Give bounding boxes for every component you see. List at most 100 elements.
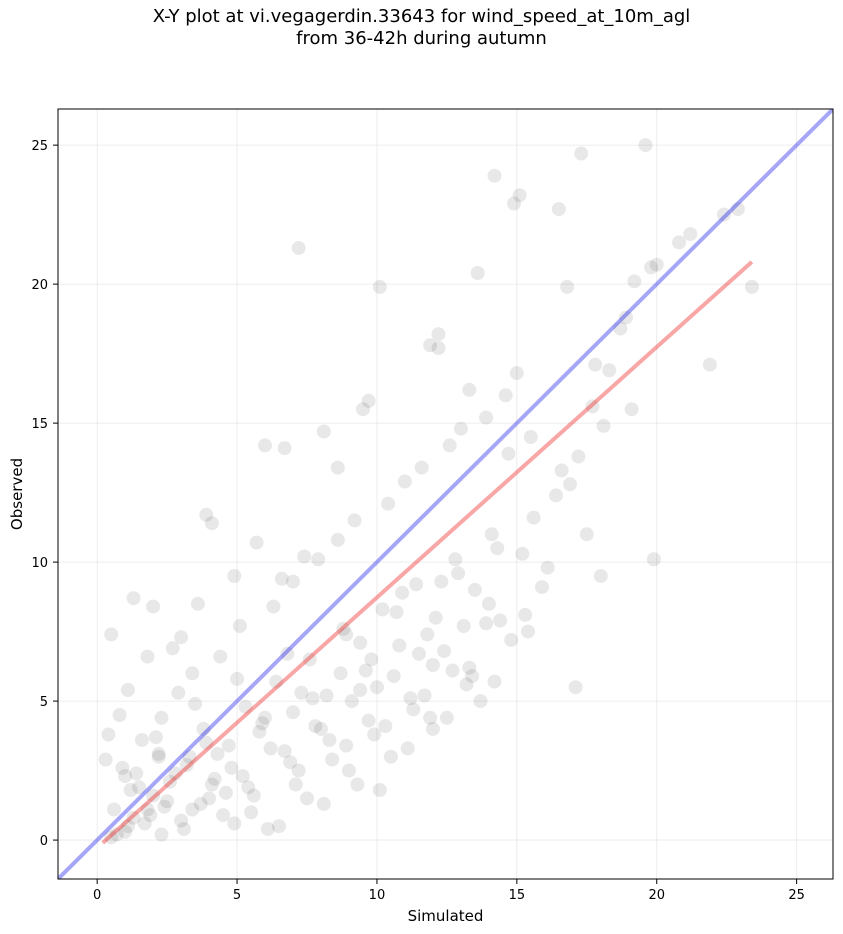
scatter-point <box>462 382 477 397</box>
scatter-point <box>126 591 141 606</box>
scatter-point <box>515 546 530 561</box>
scatter-point <box>288 777 303 792</box>
scatter-points <box>98 138 759 845</box>
scatter-point <box>423 710 438 725</box>
scatter-point <box>291 763 306 778</box>
scatter-point <box>336 621 351 636</box>
scatter-point <box>683 227 698 242</box>
scatter-point <box>246 788 261 803</box>
scatter-point <box>330 532 345 547</box>
fit-line <box>101 260 754 845</box>
scatter-point <box>501 446 516 461</box>
scatter-point <box>744 279 759 294</box>
scatter-point <box>244 805 259 820</box>
scatter-point <box>109 827 124 842</box>
x-tick-label: 0 <box>93 888 101 903</box>
scatter-point <box>193 796 208 811</box>
scatter-point <box>210 746 225 761</box>
scatter-point <box>294 685 309 700</box>
scatter-point <box>624 402 639 417</box>
scatter-point <box>465 669 480 684</box>
scatter-point <box>448 552 463 567</box>
scatter-point <box>487 168 502 183</box>
scatter-point <box>151 749 166 764</box>
scatter-point <box>204 516 219 531</box>
scatter-point <box>154 827 169 842</box>
scatter-point <box>132 780 147 795</box>
scatter-point <box>672 235 687 250</box>
scatter-point <box>157 799 172 814</box>
chart-title-line-2: from 36-42h during autumn <box>296 28 547 49</box>
scatter-point <box>129 766 144 781</box>
scatter-point <box>549 488 563 503</box>
scatter-point <box>235 769 250 784</box>
scatter-point <box>260 822 275 836</box>
scatter-point <box>554 463 569 478</box>
scatter-point <box>107 802 121 817</box>
scatter-point <box>101 727 116 742</box>
scatter-point <box>305 691 320 706</box>
scatter-point <box>361 713 376 728</box>
grid <box>58 109 833 879</box>
scatter-point <box>571 449 586 464</box>
y-tick-label: 15 <box>31 417 48 432</box>
identity-line <box>58 109 833 879</box>
scatter-point <box>280 646 295 661</box>
scatter-point <box>702 357 717 372</box>
scatter-point <box>490 541 505 556</box>
scatter-point <box>375 602 390 617</box>
scatter-point <box>126 810 141 825</box>
scatter-point <box>255 716 270 731</box>
scatter-point <box>316 424 331 439</box>
scatter-point <box>487 674 502 689</box>
scatter-point <box>134 733 149 747</box>
scatter-point <box>420 627 435 642</box>
y-tick-label: 10 <box>31 556 48 571</box>
scatter-point <box>395 585 410 600</box>
scatter-point <box>118 824 133 839</box>
scatter-point <box>316 796 331 811</box>
scatter-point <box>98 752 113 767</box>
scatter-point <box>523 430 538 444</box>
scatter-point <box>389 605 404 620</box>
scatter-point <box>473 694 488 709</box>
scatter-point <box>272 819 286 834</box>
scatter-point <box>232 619 247 633</box>
scatter-point <box>521 624 535 639</box>
scatter-point <box>353 635 368 650</box>
scatter-point <box>367 727 382 742</box>
scatter-point <box>644 260 659 275</box>
axis-ticks: 0 5 10 15 20 25 0 5 10 15 20 25 <box>31 139 804 903</box>
scatter-point <box>190 596 205 611</box>
scatter-point <box>431 327 446 342</box>
scatter-point <box>314 721 328 736</box>
scatter-point <box>325 752 340 767</box>
scatter-point <box>431 341 446 356</box>
y-tick-label: 0 <box>40 834 48 849</box>
scatter-point <box>437 644 452 659</box>
scatter-point <box>409 577 424 592</box>
scatter-point <box>297 549 312 564</box>
scatter-point <box>249 535 264 550</box>
scatter-point <box>182 749 197 764</box>
scatter-point <box>507 196 521 211</box>
scatter-point <box>218 785 233 800</box>
scatter-point <box>540 560 555 575</box>
scatter-point <box>168 766 183 781</box>
scatter-point <box>213 649 228 664</box>
scatter-point <box>364 652 379 667</box>
scatter-point <box>358 663 373 678</box>
scatter-point <box>370 680 384 695</box>
scatter-point <box>716 207 731 222</box>
scatter-point <box>162 774 177 789</box>
scatter-point <box>286 574 300 589</box>
scatter-point <box>115 760 130 775</box>
scatter-point <box>227 816 242 831</box>
scatter-point <box>148 730 163 745</box>
scatter-point <box>414 460 429 475</box>
scatter-point <box>263 741 278 756</box>
scatter-point <box>221 738 236 753</box>
scatter-point <box>154 710 169 725</box>
scatter-point <box>224 760 239 775</box>
